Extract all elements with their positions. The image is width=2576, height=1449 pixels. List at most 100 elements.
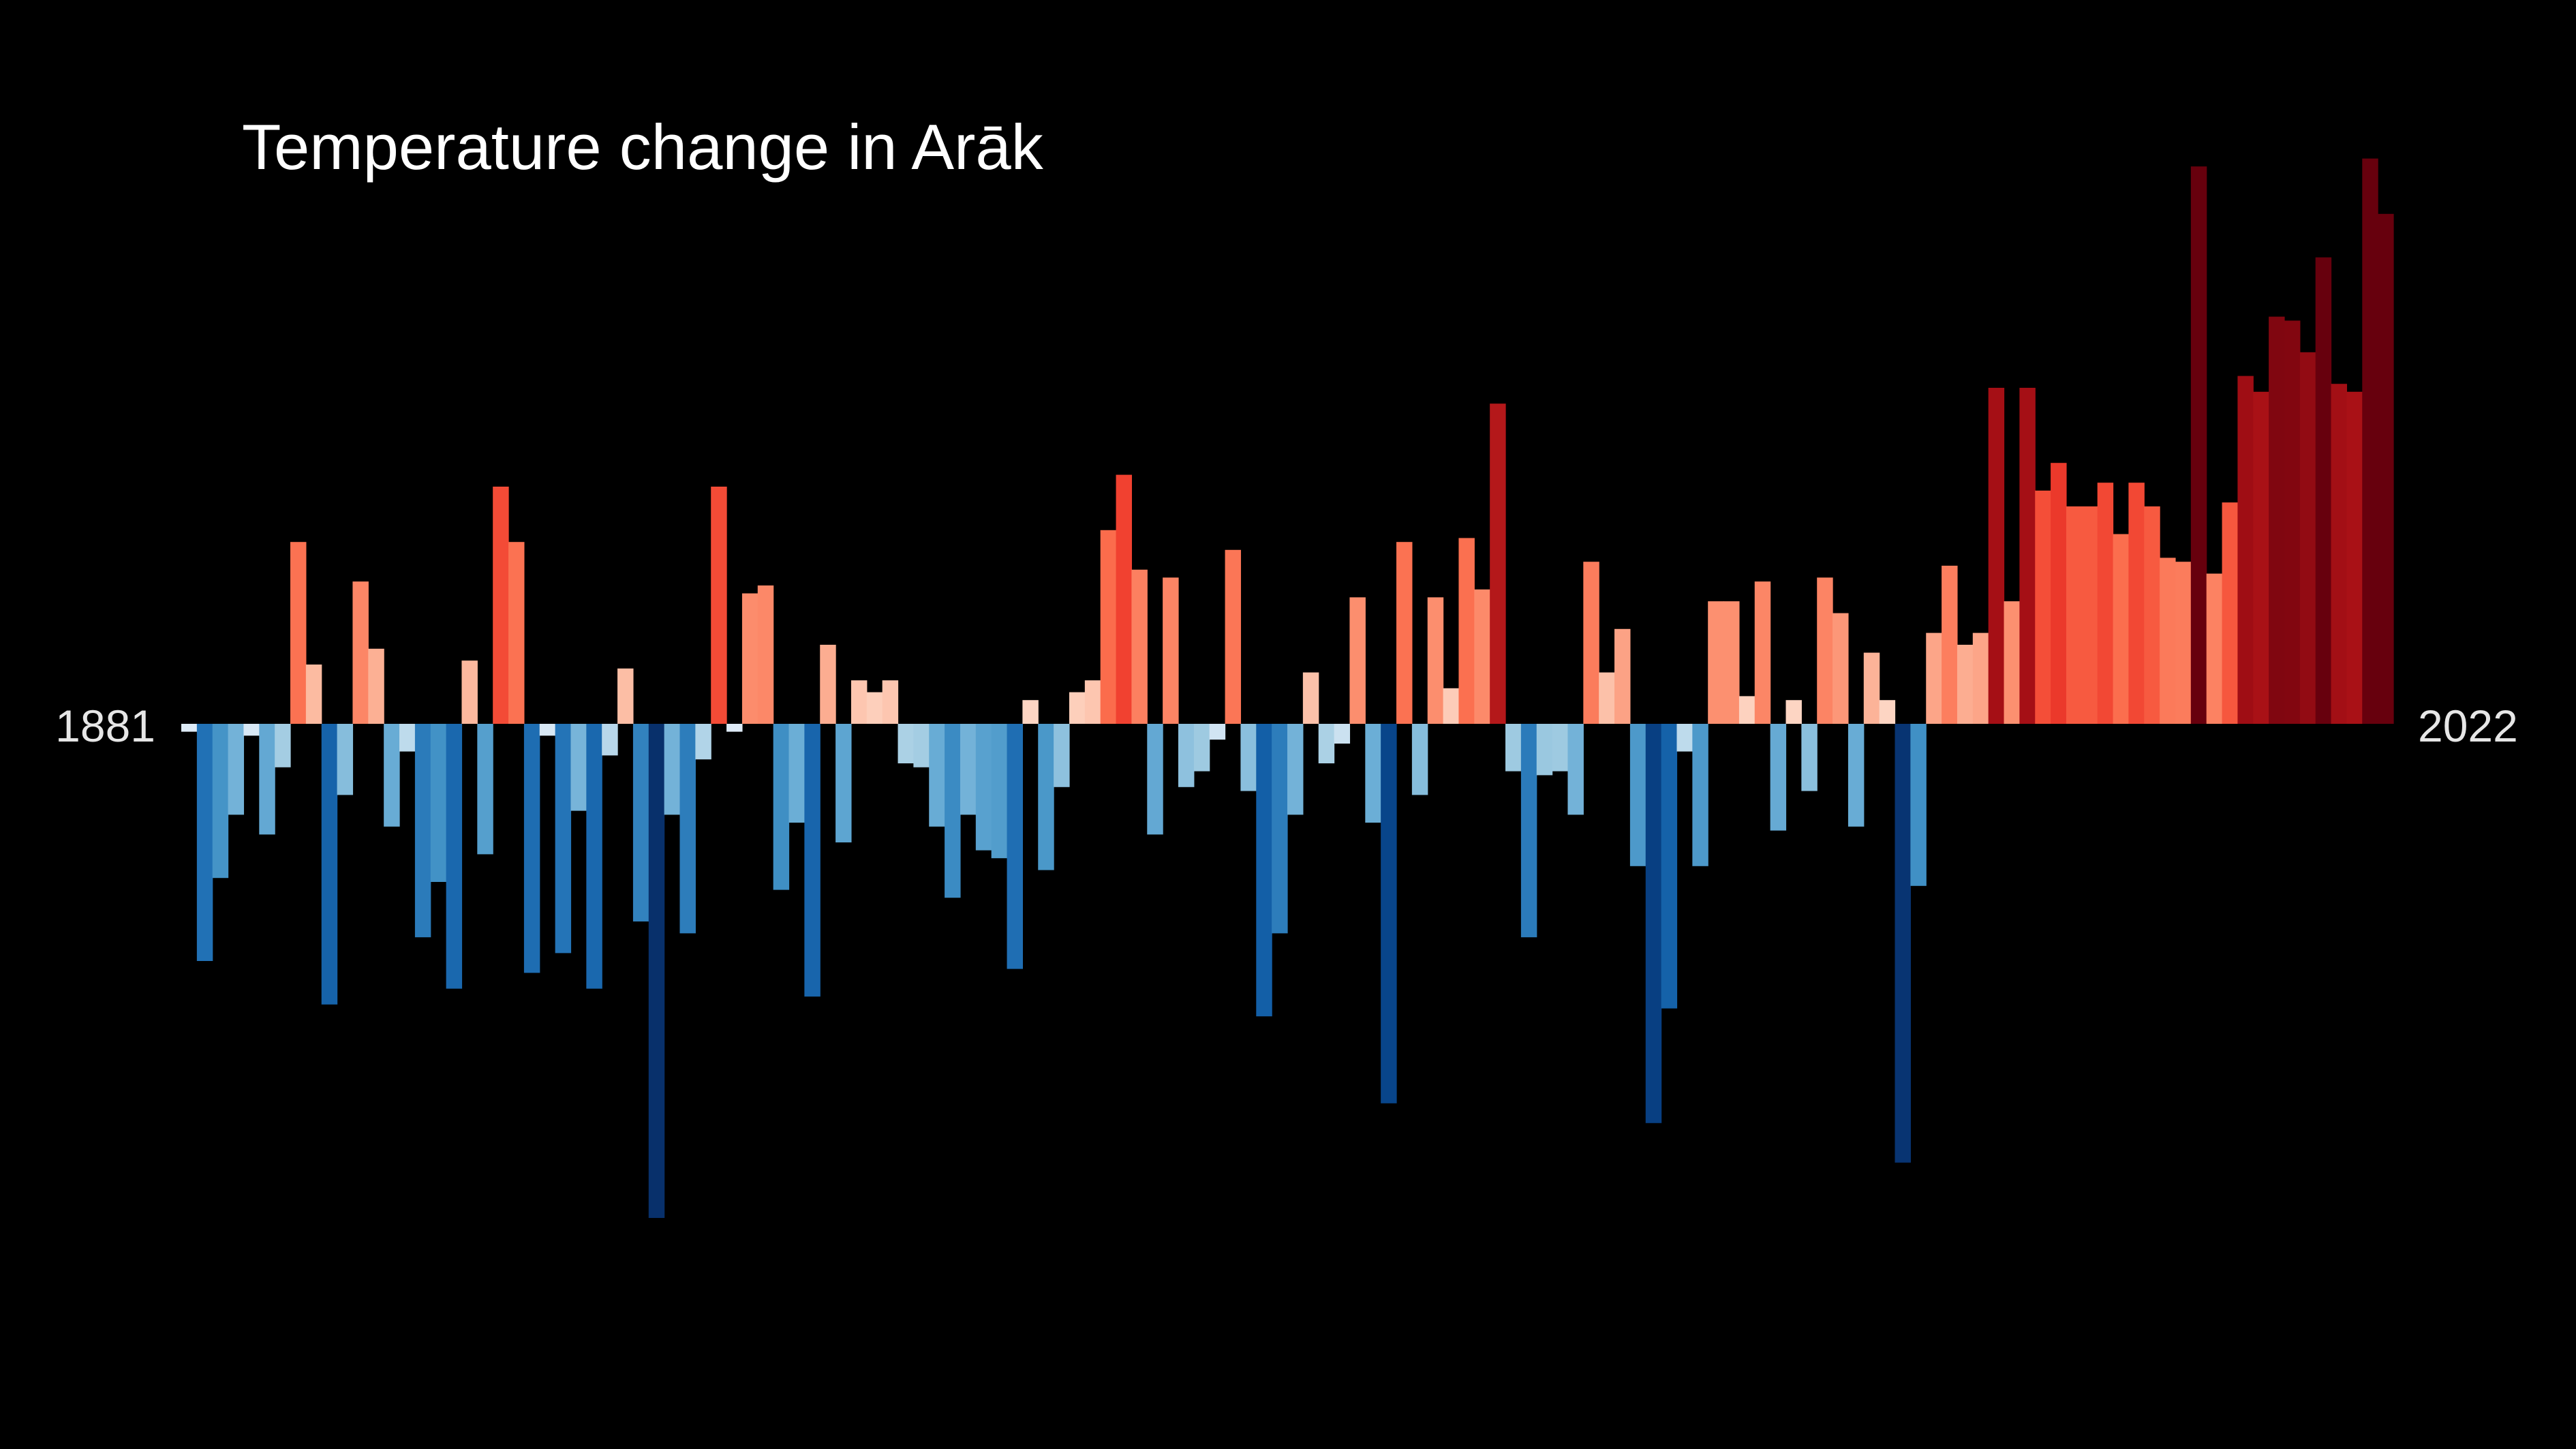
bar-1970	[1567, 724, 1584, 815]
bar-1887	[275, 724, 291, 767]
bar-1957	[1365, 724, 1381, 823]
bar-2018	[2315, 257, 2332, 724]
bar-1949	[1240, 724, 1257, 791]
bar-1941	[1116, 474, 1133, 724]
bar-2014	[2253, 391, 2269, 724]
bar-1936	[1038, 724, 1054, 870]
bar-2003	[2081, 506, 2098, 724]
bar-1980	[1723, 601, 1740, 724]
bar-1982	[1754, 581, 1771, 724]
bar-1978	[1692, 724, 1708, 866]
bar-1996	[1972, 632, 1989, 724]
bar-1897	[430, 724, 447, 882]
bar-1948	[1225, 549, 1242, 724]
bar-1881	[181, 724, 198, 732]
bar-1947	[1209, 724, 1226, 740]
bar-1985	[1801, 724, 1818, 791]
bar-1927	[898, 724, 914, 763]
bar-1967	[1520, 724, 1537, 938]
bar-1994	[1942, 566, 1958, 724]
bar-1973	[1614, 628, 1631, 724]
bar-1964	[1474, 589, 1490, 724]
bar-1990	[1879, 700, 1896, 724]
bar-1921	[804, 724, 821, 997]
bar-2019	[2331, 384, 2348, 724]
bar-1979	[1708, 601, 1724, 724]
bar-2002	[2066, 506, 2083, 724]
bar-1961	[1427, 597, 1444, 724]
bar-1903	[523, 724, 540, 973]
bar-1922	[820, 645, 836, 724]
bar-1906	[570, 724, 587, 811]
bar-1904	[539, 724, 556, 736]
bar-1893	[368, 648, 384, 724]
bar-1894	[384, 724, 400, 827]
bar-1963	[1458, 538, 1475, 724]
bar-2007	[2144, 506, 2160, 724]
bar-2011	[2206, 573, 2223, 724]
bar-1974	[1629, 724, 1646, 866]
bar-1937	[1054, 724, 1070, 787]
bar-1912	[664, 724, 681, 815]
bar-1968	[1536, 724, 1553, 776]
bar-1902	[508, 542, 525, 724]
bar-1966	[1505, 724, 1522, 772]
bar-1915	[711, 487, 727, 724]
bar-1932	[975, 724, 992, 851]
bar-1965	[1490, 403, 1506, 724]
bar-1899	[461, 660, 478, 724]
bar-1907	[586, 724, 602, 989]
bar-2009	[2175, 562, 2192, 724]
bar-1886	[259, 724, 275, 835]
bar-1919	[773, 724, 790, 890]
bar-1951	[1272, 724, 1288, 934]
bar-1981	[1738, 696, 1755, 724]
bar-1969	[1552, 724, 1569, 772]
bar-1960	[1411, 724, 1428, 795]
bar-2015	[2269, 316, 2285, 724]
bar-1992	[1910, 724, 1927, 886]
bar-1975	[1645, 724, 1662, 1123]
bar-1900	[477, 724, 493, 855]
end-year-label: 2022	[2418, 701, 2518, 751]
bar-1946	[1193, 724, 1210, 772]
bar-1972	[1599, 672, 1615, 724]
bar-1916	[726, 724, 743, 732]
bar-1888	[290, 542, 307, 724]
bar-1984	[1785, 700, 1802, 724]
bar-1913	[679, 724, 696, 934]
bar-1955	[1334, 724, 1351, 744]
bar-1997	[1988, 388, 2005, 724]
bar-2020	[2346, 391, 2363, 724]
bar-1930	[945, 724, 961, 898]
bar-1889	[305, 665, 322, 724]
bar-1958	[1381, 724, 1397, 1103]
bar-1940	[1100, 530, 1117, 724]
bar-1942	[1131, 569, 1148, 724]
bar-1956	[1349, 597, 1366, 724]
bar-1914	[695, 724, 711, 760]
bar-1892	[352, 581, 369, 724]
bar-1883	[212, 724, 229, 879]
bar-1898	[446, 724, 463, 989]
bar-1954	[1318, 724, 1335, 763]
bar-1926	[882, 680, 899, 724]
bar-1924	[850, 680, 868, 724]
bar-2012	[2222, 502, 2239, 724]
bar-2022	[2378, 213, 2394, 724]
bar-1983	[1770, 724, 1787, 831]
bar-1944	[1163, 577, 1179, 724]
bar-1931	[960, 724, 977, 815]
bar-1895	[399, 724, 416, 752]
bar-1896	[414, 724, 431, 938]
bar-1917	[741, 593, 758, 724]
bar-1953	[1302, 672, 1319, 724]
bar-1905	[555, 724, 572, 954]
start-year-label: 1881	[55, 701, 155, 751]
bar-1885	[243, 724, 260, 736]
chart-title: Temperature change in Arāk	[242, 111, 1044, 183]
bar-1910	[632, 724, 649, 921]
bar-1952	[1287, 724, 1304, 815]
